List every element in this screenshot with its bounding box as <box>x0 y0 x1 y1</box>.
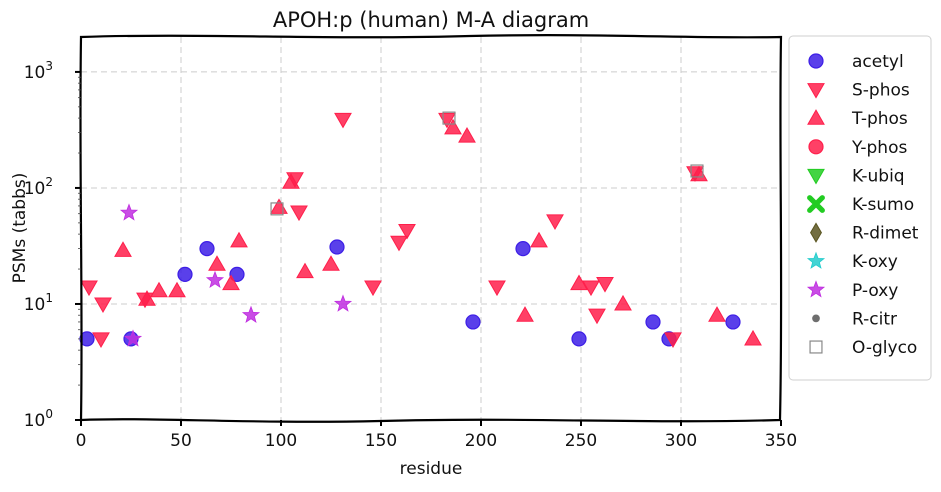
legend-label: acetyl <box>852 52 904 72</box>
point-s-phos <box>390 235 408 252</box>
x-tick-label: 50 <box>170 431 192 451</box>
point-o-glyco <box>690 164 704 178</box>
point-p-oxy <box>123 329 143 347</box>
point-acetyl <box>465 314 481 330</box>
x-axis-label: residue <box>400 459 463 479</box>
point-t-phos <box>744 329 762 346</box>
legend-marker-s-phos <box>807 83 825 99</box>
point-p-oxy <box>205 270 225 289</box>
point-p-oxy <box>241 305 261 323</box>
point-acetyl <box>199 241 215 257</box>
point-t-phos <box>150 281 168 298</box>
legend-label: K-ubiq <box>852 166 905 186</box>
point-acetyl <box>229 266 245 282</box>
legend-label: O-glyco <box>852 338 917 358</box>
point-p-oxy <box>119 203 139 221</box>
legend-label: R-citr <box>852 309 897 329</box>
legend-marker-k-oxy <box>806 251 826 269</box>
grid-lines <box>81 37 781 420</box>
point-acetyl <box>177 266 193 282</box>
point-s-phos <box>398 223 416 240</box>
point-s-phos <box>664 332 682 348</box>
legend-marker-acetyl <box>808 53 824 69</box>
legend-marker-p-oxy <box>806 280 826 298</box>
point-s-phos <box>334 112 352 129</box>
y-tick-label: 103 <box>24 59 53 83</box>
legend-label: R-dimet <box>852 224 919 244</box>
legend-box <box>788 35 932 381</box>
point-t-phos <box>138 290 156 306</box>
x-tick-label: 100 <box>265 431 297 451</box>
point-s-phos <box>596 277 614 293</box>
point-s-phos <box>364 280 382 297</box>
point-t-phos <box>708 306 726 322</box>
legend-marker-t-phos <box>807 109 825 125</box>
chart-title: APOH:p (human) M-A diagram <box>273 8 589 32</box>
point-acetyl <box>645 314 661 330</box>
y-axis-label: PSMs (tabbs) <box>10 173 30 284</box>
legend-label: K-oxy <box>852 252 898 272</box>
point-o-glyco <box>442 111 456 125</box>
point-t-phos <box>458 127 476 143</box>
point-t-phos <box>270 198 288 214</box>
x-axis-ticks: 0 50 100 150 200 250 300 350 <box>76 420 797 451</box>
point-t-phos <box>516 306 534 322</box>
plot-frame <box>79 34 783 423</box>
point-t-phos <box>282 173 300 189</box>
data-points <box>79 111 762 348</box>
point-acetyl <box>725 314 741 330</box>
x-tick-label: 200 <box>465 431 497 451</box>
legend-label: T-phos <box>851 109 908 129</box>
legend-label: Y-phos <box>851 138 907 158</box>
point-acetyl <box>515 241 531 257</box>
point-t-phos <box>614 294 632 311</box>
point-t-phos <box>322 255 340 271</box>
legend-label: S-phos <box>852 81 910 101</box>
point-t-phos <box>444 118 462 135</box>
x-tick-label: 0 <box>76 431 87 451</box>
point-t-phos <box>570 274 588 291</box>
point-t-phos <box>208 255 226 271</box>
point-t-phos <box>230 231 248 248</box>
point-t-phos <box>222 274 240 291</box>
point-s-phos <box>80 280 98 297</box>
x-tick-label: 250 <box>565 431 597 451</box>
point-t-phos <box>168 281 186 298</box>
x-tick-label: 300 <box>665 431 697 451</box>
point-acetyl <box>329 239 345 255</box>
point-p-oxy <box>333 294 353 312</box>
legend-marker-k-ubiq <box>807 168 825 185</box>
point-acetyl <box>571 331 587 347</box>
point-s-phos <box>94 297 112 314</box>
legend-label: K-sumo <box>852 195 914 215</box>
legend-marker-y-phos <box>808 139 824 155</box>
point-t-phos <box>530 231 548 248</box>
x-tick-label: 350 <box>765 431 797 451</box>
point-s-phos <box>290 205 308 222</box>
point-o-glyco <box>270 202 284 216</box>
y-tick-label: 100 <box>24 407 53 431</box>
point-s-phos <box>582 280 600 297</box>
point-s-phos <box>588 308 606 325</box>
x-tick-label: 150 <box>365 431 397 451</box>
legend-marker-o-glyco <box>809 340 823 354</box>
y-tick-label: 101 <box>24 291 53 315</box>
legend-marker-k-sumo <box>807 195 825 213</box>
point-s-phos <box>92 332 110 348</box>
point-t-phos <box>114 241 132 257</box>
legend-marker-r-dimet <box>810 222 822 243</box>
legend-marker-r-citr <box>812 314 820 323</box>
point-t-phos <box>296 262 314 279</box>
legend-label: P-oxy <box>852 281 898 301</box>
point-s-phos <box>488 280 506 297</box>
point-s-phos <box>546 214 564 230</box>
legend: acetyl S-phos T-phos Y-phos K-ubiq K-sumo R-di… <box>788 35 932 381</box>
